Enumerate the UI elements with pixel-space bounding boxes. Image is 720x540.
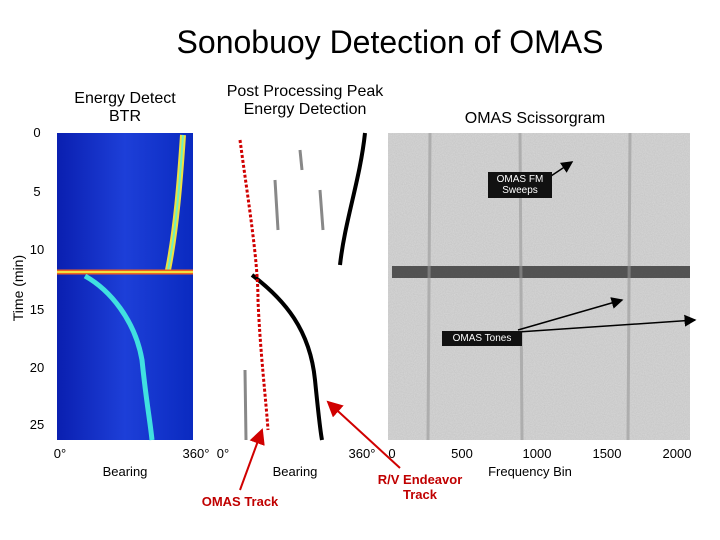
annotation: OMAS Track — [201, 494, 279, 509]
arrow — [239, 428, 265, 491]
annotation-box: OMAS FM Sweeps — [488, 172, 552, 198]
x-tick-label: 0 — [388, 446, 396, 461]
peak-image — [218, 132, 372, 441]
x-axis-label: Bearing — [272, 464, 318, 479]
y-tick-label: 10 — [29, 242, 45, 257]
panel-title: Post Processing Peak Energy Detection — [226, 83, 384, 119]
arrow — [517, 297, 624, 331]
x-tick-label: 500 — [451, 446, 473, 461]
arrow — [547, 161, 574, 179]
annotation-box: OMAS Tones — [442, 331, 522, 346]
y-axis-label: Time (min) — [9, 254, 26, 322]
x-tick-label: 360° — [348, 446, 376, 461]
panel-title: Energy Detect BTR — [74, 90, 176, 126]
title: Sonobuoy Detection of OMAS — [176, 24, 604, 60]
x-tick-label: 0° — [53, 446, 67, 461]
y-tick-label: 20 — [29, 360, 45, 375]
x-tick-label: 0° — [216, 446, 230, 461]
btr-image — [57, 133, 193, 441]
panel-title: OMAS Scissorgram — [464, 110, 606, 127]
x-tick-label: 2000 — [662, 446, 692, 461]
y-tick-label: 25 — [29, 417, 45, 432]
x-tick-label: 360° — [182, 446, 210, 461]
x-axis-label: Frequency Bin — [488, 464, 572, 479]
y-tick-label: 15 — [29, 302, 45, 317]
arrow — [326, 400, 401, 469]
x-axis-label: Bearing — [102, 464, 148, 479]
y-tick-label: 0 — [33, 125, 41, 140]
y-tick-label: 5 — [33, 184, 41, 199]
x-tick-label: 1000 — [522, 446, 552, 461]
annotation: R/V Endeavor Track — [377, 472, 463, 502]
x-tick-label: 1500 — [592, 446, 622, 461]
arrow — [517, 314, 697, 333]
